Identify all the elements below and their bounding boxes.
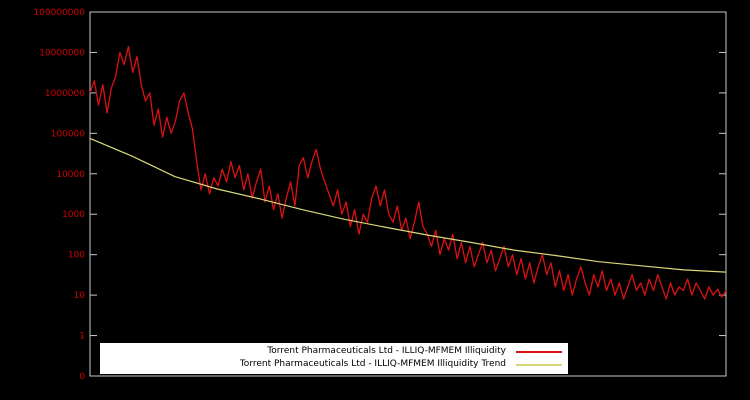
y-tick-label: 10000 — [56, 170, 85, 180]
chart-legend: Torrent Pharmaceuticals Ltd - ILLIQ-MFME… — [100, 343, 568, 374]
y-tick-label: 10 — [74, 291, 86, 301]
legend-line-sample-illiquidity — [516, 350, 562, 353]
series-lines — [89, 45, 727, 300]
legend-item-illiquidity: Torrent Pharmaceuticals Ltd - ILLIQ-MFME… — [106, 345, 562, 358]
y-tick-label: 100000000 — [33, 8, 85, 18]
y-tick-label: 10000000 — [39, 48, 85, 58]
legend-label-illiquidity: Torrent Pharmaceuticals Ltd - ILLIQ-MFME… — [267, 346, 506, 356]
illiquidity-series-line — [89, 45, 727, 300]
legend-label-trend: Torrent Pharmaceuticals Ltd - ILLIQ-MFME… — [239, 359, 506, 369]
y-tick-label: 1000000 — [45, 89, 85, 99]
y-axis-ticks: 1000000001000000010000001000001000010001… — [33, 8, 726, 382]
y-tick-label: 100 — [68, 251, 85, 261]
y-tick-label: 1 — [79, 332, 85, 342]
y-tick-label: 100000 — [51, 129, 86, 139]
y-tick-label: 1000 — [62, 210, 85, 220]
plot-border — [89, 11, 727, 377]
y-tick-label: 0 — [79, 372, 85, 382]
legend-line-sample-trend — [516, 363, 562, 366]
legend-item-trend: Torrent Pharmaceuticals Ltd - ILLIQ-MFME… — [106, 358, 562, 371]
illiquidity-trend-line — [89, 137, 727, 273]
